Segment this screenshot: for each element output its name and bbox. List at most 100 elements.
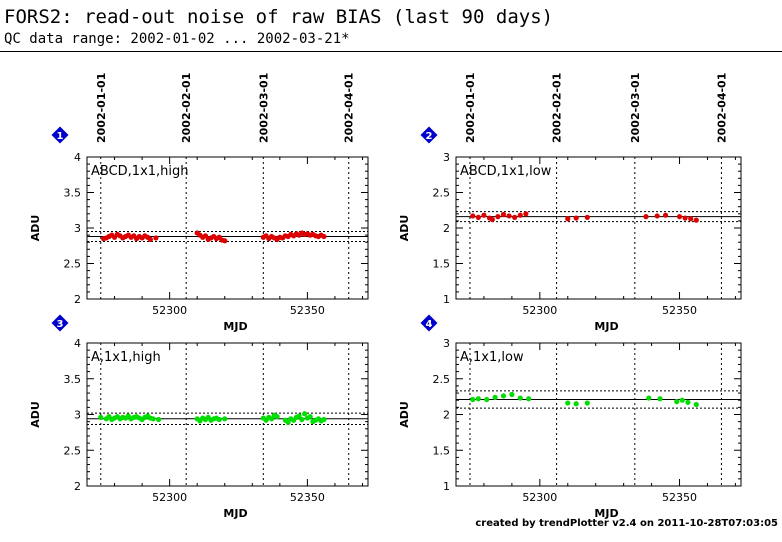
- y-tick-label: 3: [443, 337, 450, 350]
- y-tick-label: 2.5: [64, 444, 82, 457]
- panel-badge-number: 4: [426, 319, 433, 330]
- y-tick-label: 2.5: [433, 373, 451, 386]
- data-point: [654, 213, 660, 219]
- y-tick-label: 2: [74, 480, 81, 493]
- x-tick-label: 52300: [522, 304, 557, 317]
- panel-label: A,1x1,high: [91, 350, 161, 365]
- data-point: [150, 416, 156, 422]
- data-point: [682, 215, 688, 221]
- date-tick-label: 2002-02-01: [180, 73, 193, 143]
- y-axis-label: ADU: [29, 401, 42, 428]
- data-point: [156, 416, 162, 423]
- y-tick-label: 3: [74, 222, 81, 235]
- data-point: [475, 214, 481, 220]
- data-point: [285, 419, 291, 425]
- date-tick-label: 2002-04-01: [343, 73, 356, 143]
- y-tick-label: 1: [443, 480, 450, 493]
- data-point: [202, 233, 209, 239]
- data-point: [500, 393, 507, 399]
- plot-frame: [86, 342, 369, 487]
- data-point: [147, 236, 153, 242]
- data-point: [506, 213, 512, 219]
- data-point: [321, 233, 327, 240]
- plot-frame: [86, 156, 369, 300]
- data-point: [216, 416, 222, 423]
- data-point: [674, 399, 680, 405]
- x-tick-label: 52350: [662, 491, 697, 504]
- data-point: [509, 391, 515, 398]
- header-divider: [0, 51, 782, 52]
- date-tick-label: 2002-01-01: [95, 73, 108, 143]
- y-tick-label: 3: [74, 409, 81, 422]
- data-point: [679, 397, 685, 403]
- data-point: [693, 217, 699, 223]
- y-axis-label: ADU: [29, 215, 42, 242]
- x-tick-label: 52350: [290, 304, 325, 317]
- data-point: [565, 400, 571, 406]
- x-tick-label: 52350: [662, 304, 697, 317]
- panel-badge-icon: [420, 126, 438, 144]
- panel-badge-number: 1: [57, 131, 64, 142]
- data-point: [470, 213, 476, 219]
- y-tick-label: 3: [443, 151, 450, 164]
- panel-badge-number: 3: [57, 319, 64, 330]
- data-point: [484, 396, 490, 403]
- data-point: [307, 414, 313, 420]
- data-point: [299, 416, 305, 423]
- x-axis-label: MJD: [223, 320, 247, 333]
- data-point: [565, 216, 571, 222]
- y-tick-label: 4: [74, 151, 81, 164]
- panel-2: 1 1.5 2 2.5 3 52300 52350 MJD ADU ABCD,1x1,low 200…: [398, 73, 742, 333]
- data-point: [495, 214, 501, 220]
- data-point: [98, 414, 104, 420]
- data-point: [662, 212, 669, 218]
- y-tick-label: 1.5: [433, 444, 451, 457]
- y-tick-label: 2.5: [433, 187, 451, 200]
- x-tick-label: 52350: [290, 491, 325, 504]
- y-tick-label: 2: [443, 409, 450, 422]
- data-point: [489, 216, 495, 223]
- x-tick-label: 52300: [152, 491, 187, 504]
- panel-label: ABCD,1x1,high: [91, 164, 189, 179]
- y-axis-label: ADU: [398, 401, 411, 428]
- x-axis-label: MJD: [223, 507, 247, 520]
- data-point: [573, 215, 579, 221]
- y-tick-label: 1: [443, 293, 450, 306]
- panel-badge-icon: [420, 314, 438, 332]
- date-tick-label: 2002-01-01: [464, 73, 477, 143]
- x-axis-label: MJD: [594, 507, 618, 520]
- credit-line: created by trendPlotter v2.4 on 2011-10-…: [475, 518, 778, 529]
- date-tick-label: 2002-02-01: [551, 73, 564, 143]
- data-point: [584, 214, 590, 220]
- panel-label: A,1x1,low: [460, 350, 524, 365]
- x-tick-label: 52300: [152, 304, 187, 317]
- data-point: [475, 396, 481, 402]
- y-axis-label: ADU: [398, 215, 411, 242]
- y-tick-label: 3.5: [64, 373, 82, 386]
- data-point: [222, 238, 228, 244]
- data-point: [492, 394, 498, 400]
- data-point: [657, 396, 663, 402]
- panel-label: ABCD,1x1,low: [460, 164, 552, 179]
- panel-1: 2 2.5 3 3.5 4 52300 52350 MJD ADU ABCD,1x1,high 20…: [29, 73, 369, 333]
- y-tick-label: 2: [443, 222, 450, 235]
- date-tick-label: 2002-03-01: [629, 73, 642, 143]
- data-point: [517, 212, 523, 218]
- plot-frame: [455, 342, 742, 487]
- data-point: [268, 416, 275, 422]
- data-point: [688, 216, 694, 222]
- plot-frame: [455, 156, 742, 300]
- data-point: [646, 395, 652, 401]
- y-tick-label: 4: [74, 337, 81, 350]
- data-point: [643, 214, 649, 220]
- x-axis-label: MJD: [594, 320, 618, 333]
- page-title: FORS2: read-out noise of raw BIAS (last …: [4, 6, 554, 28]
- data-point: [693, 401, 699, 408]
- y-tick-label: 2.5: [64, 258, 82, 271]
- panel-badge-number: 2: [426, 131, 433, 142]
- data-point: [676, 214, 683, 220]
- y-tick-label: 2: [74, 293, 81, 306]
- data-point: [274, 414, 280, 420]
- data-point: [685, 399, 691, 405]
- data-point: [500, 211, 507, 218]
